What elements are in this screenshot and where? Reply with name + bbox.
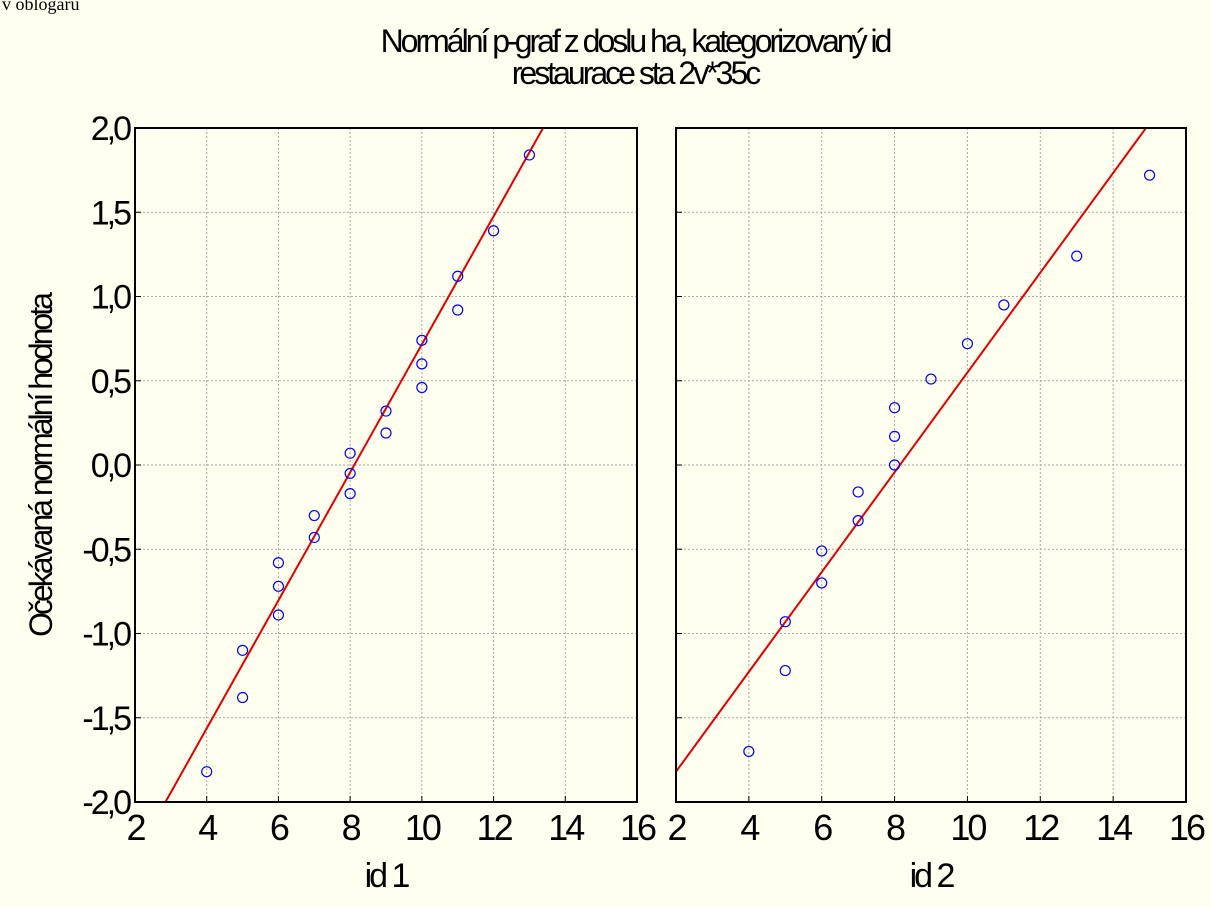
x-tick-label: 6: [270, 807, 289, 848]
data-point: [272, 580, 285, 592]
data-point: [308, 531, 320, 544]
data-point: [852, 486, 864, 498]
y-tick-label: -0,5: [82, 531, 131, 569]
data-point: [272, 557, 285, 569]
corner-text: v oblogaru: [2, 0, 80, 14]
x-tick-label: 2: [126, 807, 145, 848]
data-point: [743, 745, 755, 758]
data-point: [344, 488, 356, 500]
fit-line: [164, 128, 544, 802]
data-point: [380, 427, 392, 439]
panel-1: 2 4 6 8 10 12 14 16 2,0 1,5 1,0 0,5 0,0 -0,5 -1,0 -1,5 -…: [82, 110, 659, 895]
data-point: [961, 338, 974, 350]
data-point: [852, 515, 864, 527]
data-point: [344, 467, 356, 480]
y-tick-label: 0,5: [91, 363, 131, 401]
data-point: [201, 766, 213, 778]
plot-frame: [675, 127, 1187, 803]
y-tick-label: 0,0: [91, 447, 131, 485]
data-point: [416, 381, 428, 394]
data-point: [779, 616, 791, 628]
data-point: [272, 609, 285, 621]
x-axis-label: id 2: [910, 857, 955, 895]
data-point: [487, 225, 500, 237]
x-tick-label: 8: [886, 807, 905, 848]
data-point: [779, 664, 791, 677]
chart-title-line-2: restaurace sta 2v*35c: [512, 55, 762, 91]
y-tick-label: -1,5: [82, 700, 131, 738]
data-point: [888, 459, 901, 471]
x-tick-label: 16: [620, 807, 656, 848]
x-tick-label: 4: [740, 807, 759, 848]
y-tick-label: -1,0: [82, 616, 131, 654]
data-point: [416, 358, 428, 370]
x-tick-label: 6: [813, 807, 832, 848]
fit-line: [676, 128, 1147, 773]
y-tick-label: 1,0: [91, 279, 131, 317]
y-tick-label: 1,5: [91, 194, 131, 232]
data-point: [1071, 250, 1083, 262]
data-point: [925, 373, 937, 385]
plot-area: [135, 128, 637, 802]
x-tick-label: 4: [198, 807, 217, 848]
y-tick-label: 2,0: [91, 110, 131, 148]
x-tick-label: 14: [1096, 807, 1132, 848]
data-point: [888, 430, 901, 442]
data-point: [236, 691, 249, 704]
data-point: [308, 509, 320, 522]
x-tick-label: 8: [342, 807, 361, 848]
x-tick-label: 14: [548, 807, 584, 848]
data-point: [523, 149, 536, 161]
x-tick-label: 12: [477, 807, 513, 848]
y-axis-label: Očekávaná normální hodnota: [23, 292, 59, 637]
data-point: [236, 644, 249, 656]
y-tick-label: -2,0: [82, 784, 131, 822]
data-point: [452, 270, 464, 282]
data-point: [888, 402, 901, 414]
data-point: [816, 545, 828, 557]
x-tick-label: 16: [1169, 807, 1205, 848]
x-axis-label: id 1: [365, 857, 410, 895]
chart-panels: 2 4 6 8 10 12 14 16 2,0 1,5 1,0 0,5 0,0 -0,5 -1,0 -1,5 -…: [82, 110, 1208, 895]
data-point: [1143, 169, 1156, 181]
x-tick-label: 12: [1023, 807, 1059, 848]
data-point: [816, 577, 828, 589]
x-tick-label: 10: [405, 807, 441, 848]
data-point: [416, 334, 428, 346]
data-point: [452, 304, 464, 316]
data-point: [380, 405, 392, 417]
data-point: [998, 299, 1010, 311]
chart-title-line-1: Normální p-graf z doslu ha, kategorizova…: [381, 23, 891, 59]
data-point: [344, 447, 356, 459]
x-tick-label: 10: [950, 807, 986, 848]
panel-2: 2 4 6 8 10 12 14 16 id 2: [667, 127, 1208, 895]
plot-frame: [134, 127, 638, 803]
x-tick-label: 2: [667, 807, 686, 848]
